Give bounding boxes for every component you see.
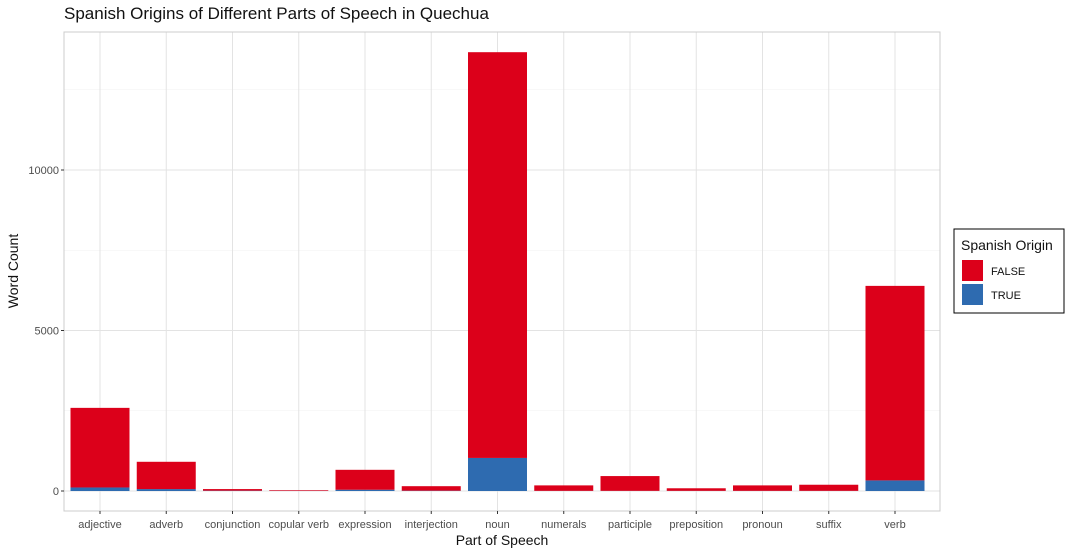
bar-false-preposition xyxy=(666,488,726,491)
tick-labels: adjective adverb conjunction copular verb ex… xyxy=(28,165,905,531)
x-tick-label: conjunction xyxy=(205,519,261,531)
bar-true-adverb xyxy=(136,489,196,491)
bar-false-numerals xyxy=(534,485,594,491)
bar-true-noun xyxy=(468,457,527,491)
x-tick-label: expression xyxy=(338,519,391,531)
legend-label-true: TRUE xyxy=(991,290,1021,302)
bar-true-expression xyxy=(335,489,395,491)
bar-false-participle xyxy=(600,476,660,491)
bar-false-expression xyxy=(335,469,395,490)
bar-false-interjection xyxy=(401,486,461,491)
bar-false-adjective xyxy=(70,407,130,488)
legend-key-true xyxy=(962,284,983,305)
legend-title: Spanish Origin xyxy=(961,237,1053,253)
bar-false-adverb xyxy=(136,461,196,490)
legend-label-false: FALSE xyxy=(991,266,1025,278)
legend-key-false xyxy=(962,260,983,281)
plot-panel-border xyxy=(63,31,941,512)
x-tick-label: noun xyxy=(485,519,509,531)
bar-false-conjunction xyxy=(203,489,262,491)
x-tick-label: verb xyxy=(884,519,905,531)
bar-false-noun xyxy=(468,52,527,458)
x-axis-title: Part of Speech xyxy=(456,532,549,548)
x-tick-label: interjection xyxy=(405,519,458,531)
x-tick-label: suffix xyxy=(816,519,842,531)
x-tick-label: pronoun xyxy=(742,519,782,531)
bar-true-verb xyxy=(865,480,925,491)
x-tick-label: numerals xyxy=(541,519,587,531)
bar-false-copular-verb xyxy=(269,490,329,491)
bars xyxy=(70,52,925,491)
chart-title: Spanish Origins of Different Parts of Sp… xyxy=(64,4,489,23)
x-tick-label: adjective xyxy=(78,519,121,531)
bar-false-verb xyxy=(865,285,925,481)
x-tick-label: preposition xyxy=(669,519,723,531)
legend: Spanish Origin FALSE TRUE xyxy=(953,228,1065,314)
y-tick-label: 5000 xyxy=(35,326,59,338)
bar-false-pronoun xyxy=(733,485,792,491)
x-tick-label: participle xyxy=(608,519,652,531)
y-tick-label: 10000 xyxy=(28,165,59,177)
bar-true-adjective xyxy=(70,487,130,491)
x-tick-label: adverb xyxy=(149,519,183,531)
y-axis-title: Word Count xyxy=(5,234,21,309)
bar-false-suffix xyxy=(799,484,859,491)
x-tick-label: copular verb xyxy=(268,519,329,531)
y-tick-label: 0 xyxy=(53,486,59,498)
